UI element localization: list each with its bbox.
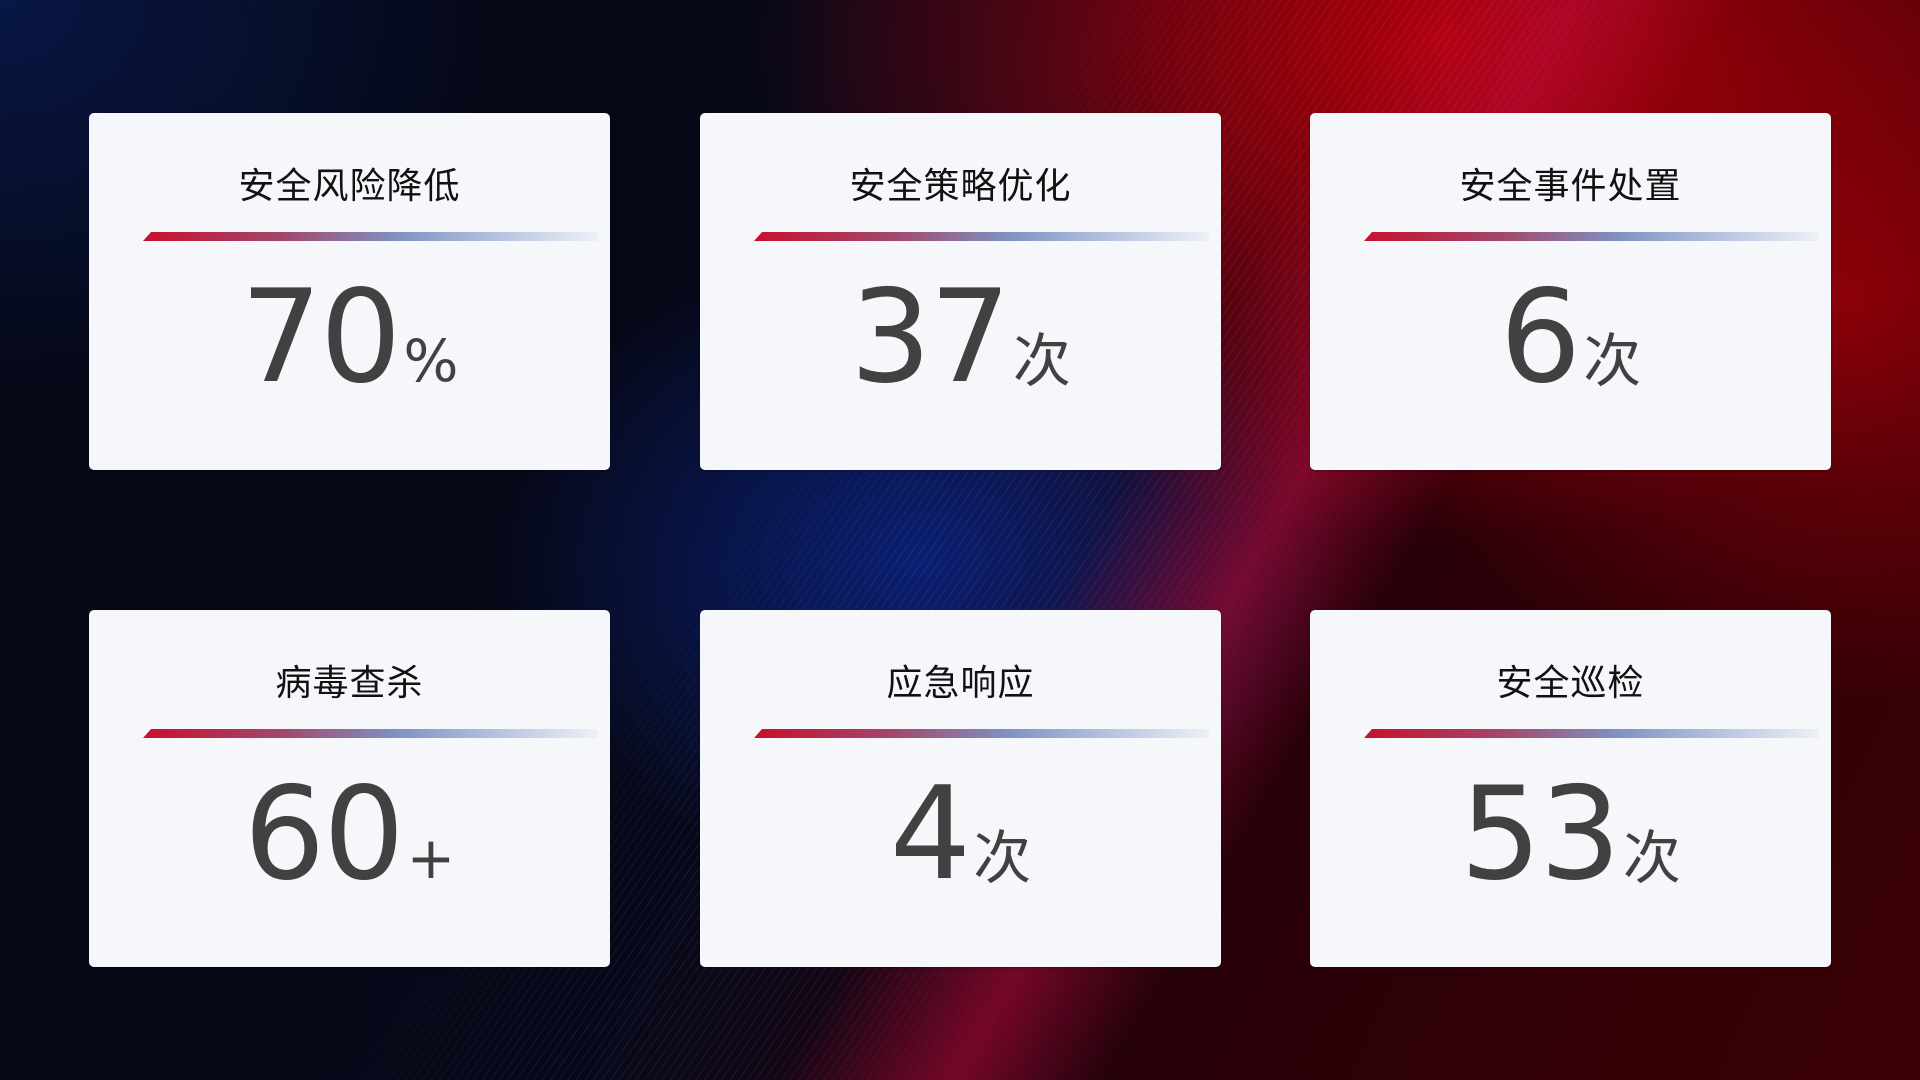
value-number: 4: [889, 760, 971, 909]
value-unit: 次: [1583, 327, 1642, 395]
stat-card-incident-handling: 安全事件处置 6次: [1310, 113, 1831, 470]
card-value: 6次: [1310, 263, 1831, 412]
card-value: 70%: [89, 263, 610, 412]
card-title: 安全风险降低: [238, 166, 461, 207]
card-value: 37次: [700, 263, 1221, 412]
stat-card-policy-optimization: 安全策略优化 37次: [700, 113, 1221, 470]
card-title: 安全策略优化: [849, 166, 1072, 207]
value-unit: 次: [1012, 327, 1071, 395]
value-number: 60: [243, 760, 405, 909]
divider-bar: [1364, 232, 1819, 241]
card-title: 病毒查杀: [275, 663, 424, 704]
stat-card-emergency-response: 应急响应 4次: [700, 610, 1221, 967]
card-title: 应急响应: [886, 663, 1035, 704]
value-unit: +: [406, 824, 456, 892]
card-value: 60+: [89, 760, 610, 909]
card-value: 4次: [700, 760, 1221, 909]
value-unit: 次: [973, 824, 1032, 892]
divider-bar: [754, 232, 1209, 241]
card-title: 安全事件处置: [1459, 166, 1682, 207]
divider-bar: [143, 729, 598, 738]
value-number: 37: [850, 263, 1011, 412]
divider-bar: [1364, 729, 1819, 738]
divider-bar: [143, 232, 598, 241]
value-number: 6: [1499, 263, 1581, 412]
card-value: 53次: [1310, 760, 1831, 909]
stat-card-risk-reduction: 安全风险降低 70%: [89, 113, 610, 470]
value-unit: 次: [1622, 824, 1681, 892]
stat-card-security-patrol: 安全巡检 53次: [1310, 610, 1831, 967]
divider-bar: [754, 729, 1209, 738]
card-title: 安全巡检: [1496, 663, 1645, 704]
value-unit: %: [403, 327, 459, 395]
value-number: 53: [1460, 760, 1621, 909]
stat-card-virus-removal: 病毒查杀 60+: [89, 610, 610, 967]
value-number: 70: [240, 263, 402, 412]
